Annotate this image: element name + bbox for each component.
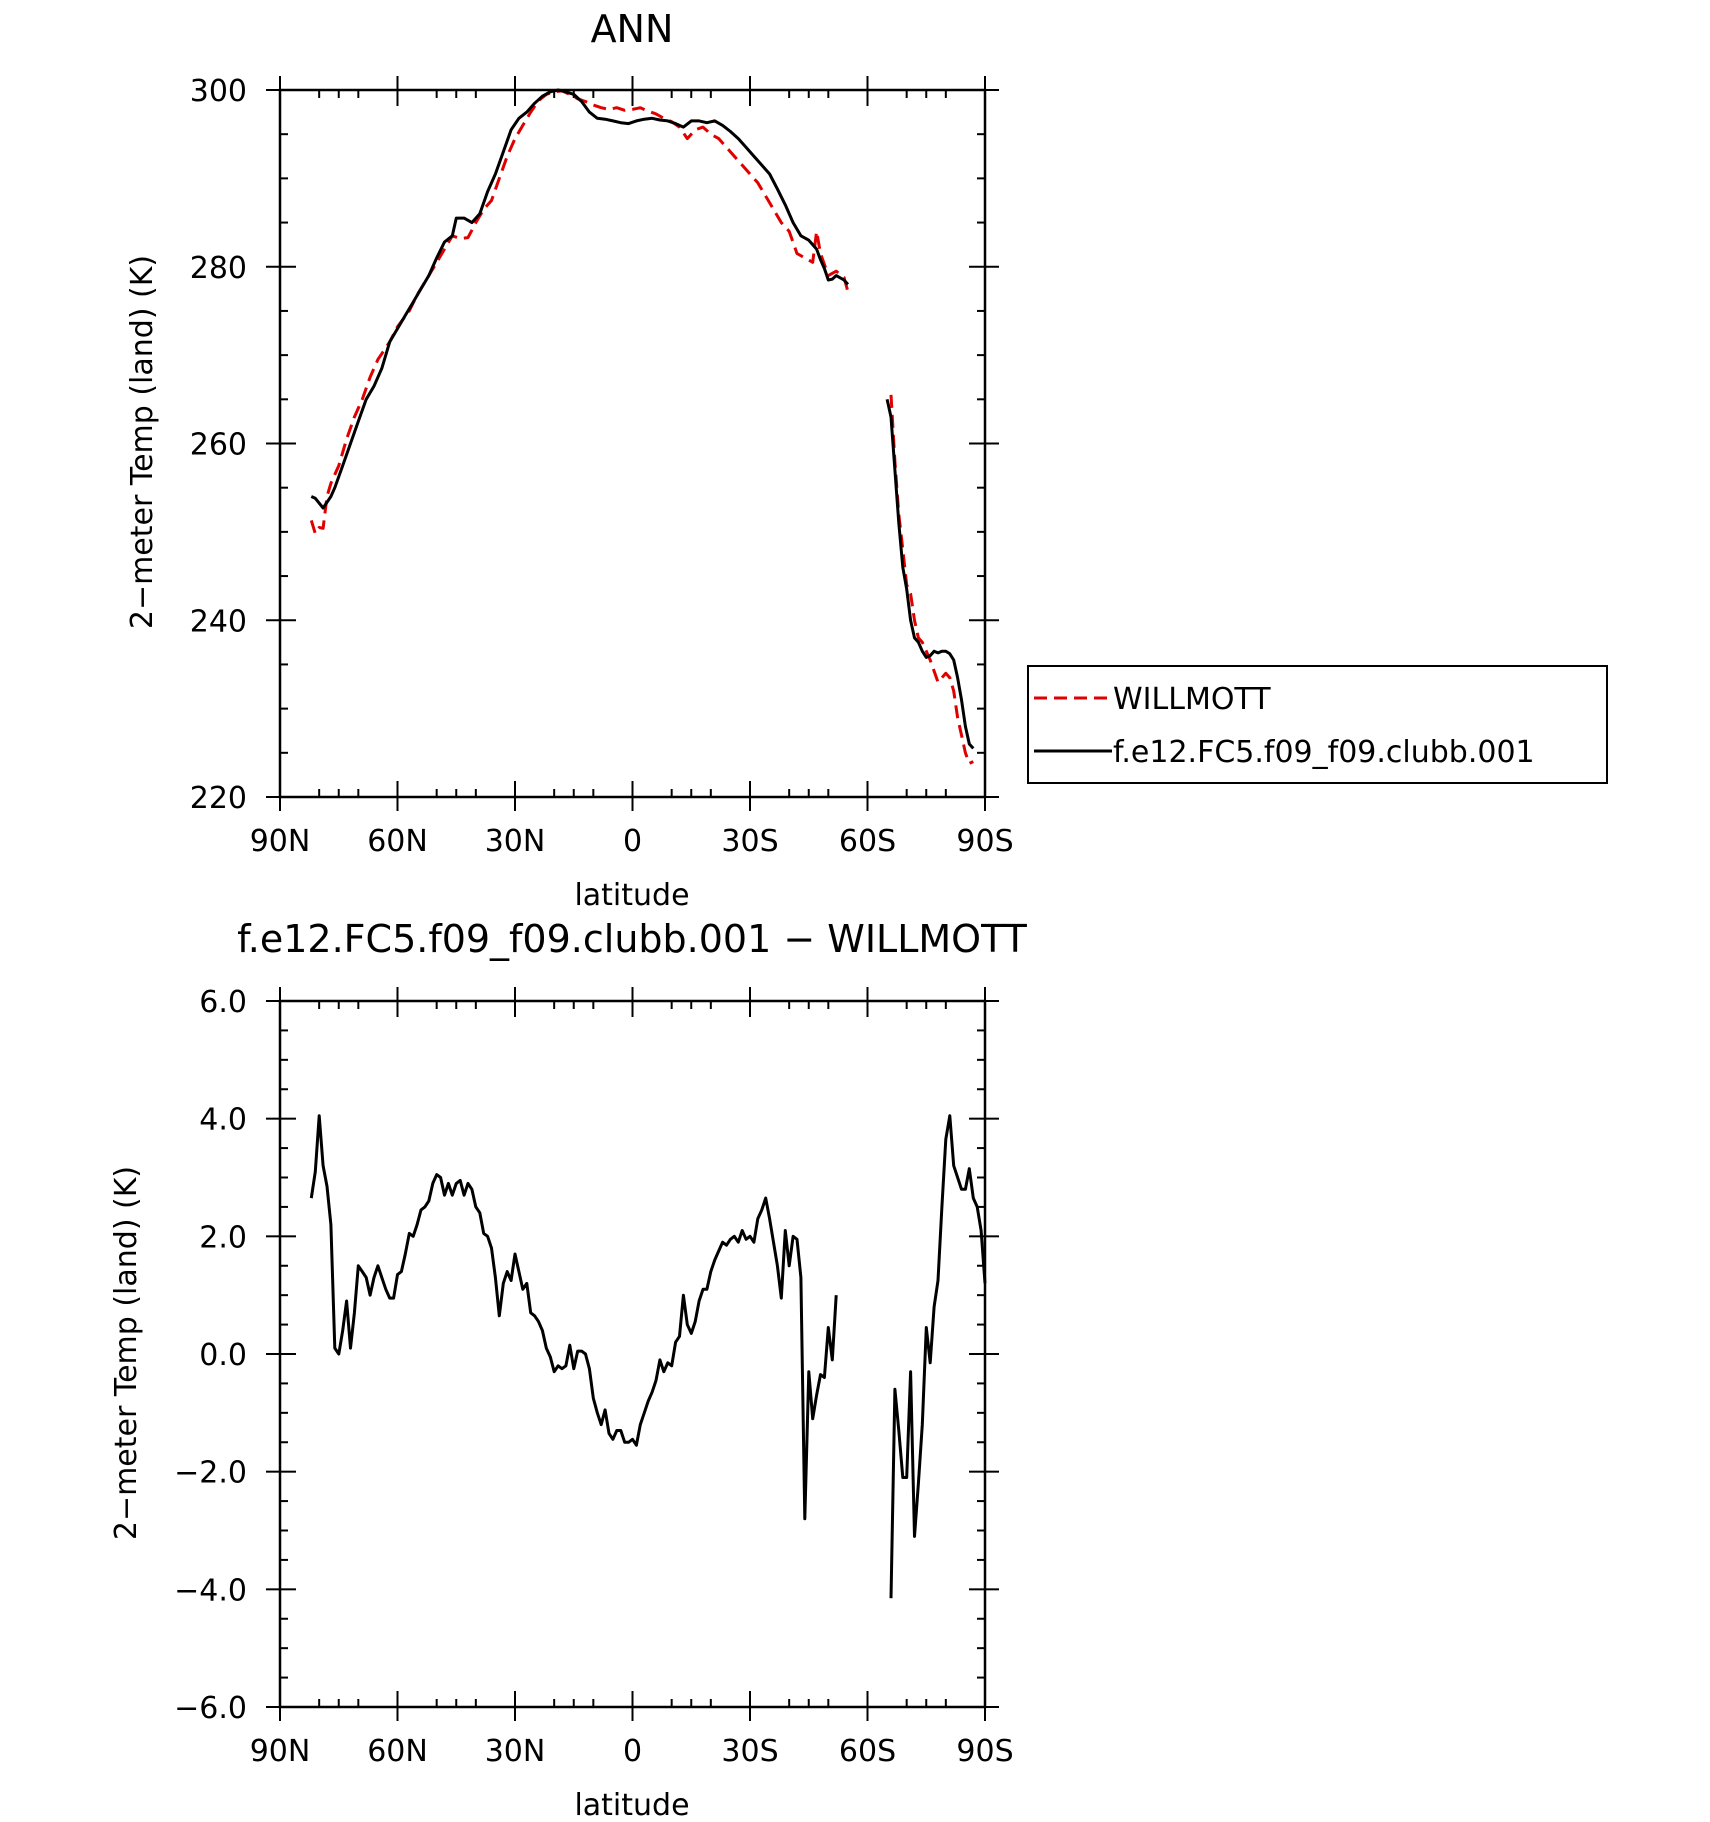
top-y-tick-label: 260 <box>190 428 247 463</box>
bottom-axes-frame <box>278 999 987 1709</box>
bottom-series-line-0 <box>889 1114 987 1599</box>
bottom-x-tick-label: 90N <box>250 1734 311 1769</box>
bottom-y-tick-label: 0.0 <box>199 1338 247 1373</box>
bottom-y-axis-label: 2−meter Temp (land) (K) <box>109 1166 144 1540</box>
bottom-y-tick-label: −2.0 <box>174 1456 247 1491</box>
top-y-tick-label: 240 <box>190 604 247 639</box>
bottom-y-tick-label: 4.0 <box>199 1103 247 1138</box>
bottom-y-tick-label: 6.0 <box>199 985 247 1020</box>
top-series-line-1 <box>885 398 975 750</box>
top-x-tick-label: 60N <box>367 824 428 859</box>
bottom-x-tick-label: 90S <box>956 1734 1013 1769</box>
top-legend: WILLMOTT f.e12.FC5.f09_f09.clubb.001 <box>1027 665 1608 784</box>
top-series-line-0 <box>309 89 850 536</box>
top-series-line-0 <box>889 394 974 765</box>
top-x-tick-label: 60S <box>839 824 896 859</box>
bottom-y-tick-label: −6.0 <box>174 1691 247 1726</box>
bottom-x-tick-label: 60N <box>367 1734 428 1769</box>
bottom-panel: f.e12.FC5.f09_f09.clubb.001 − WILLMOTT 9… <box>109 917 1028 1822</box>
top-y-tick-label: 280 <box>190 251 247 286</box>
top-x-tick-label: 90N <box>250 824 311 859</box>
top-x-tick-label: 30N <box>485 824 546 859</box>
top-x-tick-label: 30S <box>721 824 778 859</box>
top-series-line-1 <box>310 88 850 510</box>
legend-entry-model: f.e12.FC5.f09_f09.clubb.001 <box>1113 735 1535 770</box>
top-x-tick-label: 0 <box>623 824 642 859</box>
top-y-axis-label: 2−meter Temp (land) (K) <box>125 255 160 629</box>
top-x-tick-label: 90S <box>956 824 1013 859</box>
top-y-tick-label: 220 <box>190 781 247 816</box>
bottom-x-tick-label: 0 <box>623 1734 642 1769</box>
top-panel: ANN 90N 60N 30N 0 30S 60S 90S 220 240 260 280 300 l… <box>125 7 1608 913</box>
top-y-tick-label: 300 <box>190 74 247 109</box>
top-axes-frame <box>278 88 987 799</box>
bottom-plot-area: 90N 60N 30N 0 30S 60S 90S −6.0 −4.0 −2.0 0.0 2.0 4.0… <box>174 985 1013 1769</box>
bottom-x-tick-label: 30S <box>721 1734 778 1769</box>
bottom-y-tick-label: 2.0 <box>199 1220 247 1255</box>
bottom-x-axis-label: latitude <box>574 1788 689 1822</box>
bottom-series-line-0 <box>309 1114 838 1521</box>
top-x-axis-label: latitude <box>574 878 689 913</box>
top-chart-title: ANN <box>591 7 674 51</box>
legend-entry-willmott: WILLMOTT <box>1113 682 1271 717</box>
bottom-y-tick-label: −4.0 <box>174 1573 247 1608</box>
top-plot-area: 90N 60N 30N 0 30S 60S 90S 220 240 260 280 300 <box>190 74 1014 859</box>
bottom-x-tick-label: 60S <box>839 1734 896 1769</box>
bottom-x-tick-label: 30N <box>485 1734 546 1769</box>
bottom-chart-title: f.e12.FC5.f09_f09.clubb.001 − WILLMOTT <box>237 917 1027 961</box>
legend-box <box>1027 665 1608 784</box>
